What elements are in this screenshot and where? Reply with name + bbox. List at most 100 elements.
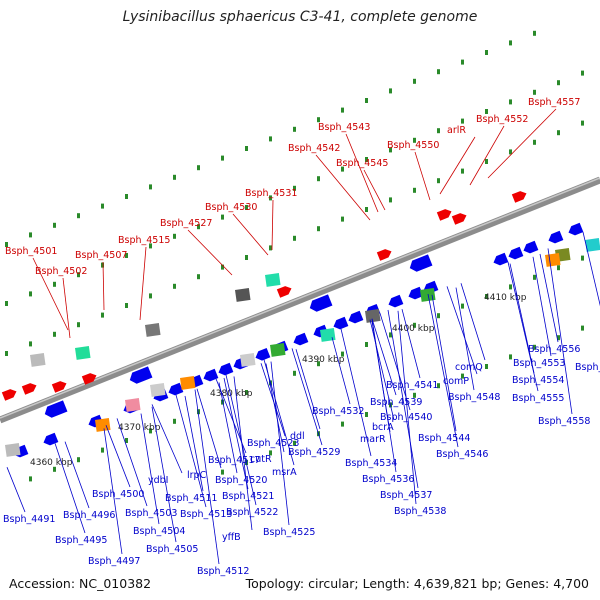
reverse-gene-label: Bsph_4558 [538,416,590,427]
feature-block [125,398,141,412]
reverse-gene-label: bcrA [372,422,394,433]
feature-block [240,353,256,367]
feature-block [5,443,21,457]
map-title: Lysinibacillus sphaericus C3-41, complet… [122,9,478,25]
reverse-gene-arrow [129,366,153,384]
tick-mark [101,312,104,318]
scale-label: 4400 kbp [392,324,435,334]
feature-block [94,418,111,432]
reverse-gene-label: ydbI [148,475,168,486]
tick-mark [557,80,560,86]
tick-mark [77,213,80,219]
tick-mark [29,341,32,347]
reverse-gene-label: yffB [222,532,241,543]
reverse-gene-leader [184,395,204,492]
reverse-gene-leader [196,388,222,469]
tick-mark [557,265,560,271]
forward-gene-leader [345,133,379,213]
tick-mark [53,281,56,287]
tick-mark [437,69,440,75]
tick-mark [533,89,536,95]
reverse-gene-arrow [388,294,404,308]
feature-block [545,253,561,267]
tick-mark [101,203,104,209]
tick-mark [341,166,344,172]
feature-block [420,288,436,302]
tick-mark [413,392,416,398]
tick-mark [533,274,536,280]
reverse-gene-arrow [568,222,584,236]
tick-mark [365,207,368,212]
tick-mark [221,214,224,220]
tick-mark [341,421,344,427]
forward-gene-leader [102,261,105,311]
forward-gene-leader [271,199,274,251]
tick-mark [125,253,128,258]
reverse-gene-label: Bsph_4538 [394,506,446,517]
reverse-gene-label: Bsph_4541 [386,380,438,391]
tick-mark [293,370,296,376]
tick-mark [245,390,248,395]
tick-mark [341,107,344,113]
forward-gene-arrow [51,381,67,393]
tick-mark [437,128,440,134]
tick-mark [509,40,512,46]
tick-mark [125,303,128,308]
reverse-gene-leader [331,337,351,405]
reverse-gene-leader [397,310,417,505]
reverse-gene-leader [103,428,123,555]
forward-gene-label: Bsph_4545 [336,158,388,169]
reverse-gene-leader [263,359,295,466]
forward-gene-leader [62,277,71,339]
forward-gene-arrow [1,389,17,401]
reverse-gene-label: Bsph_4536 [362,474,414,485]
reverse-gene-leader [260,363,286,437]
forward-gene-arrow [376,249,392,261]
reverse-gene-label: comQ [455,362,483,373]
reverse-gene-label: Bsph_4539 [370,397,422,408]
reverse-gene-leader [295,349,321,430]
reverse-gene-leader [291,348,323,446]
reverse-gene-label: Bsph_4554 [512,375,564,386]
tick-mark [365,412,368,417]
reverse-gene-label: comP [443,376,469,387]
tick-mark [149,428,152,434]
tick-mark [293,126,296,132]
reverse-gene-arrow [293,332,309,346]
reverse-gene-leader [233,376,253,531]
forward-gene-leader [414,151,431,201]
forward-gene-leader [187,229,233,276]
reverse-gene-label: Bsph_4540 [380,412,432,423]
reverse-gene-leader [532,256,552,357]
tick-mark [53,466,56,472]
tick-mark [437,178,440,184]
tick-mark [365,342,368,347]
tick-mark [269,195,272,201]
tick-mark [365,98,368,103]
tick-mark [533,30,536,36]
reverse-gene-arrow [333,316,349,330]
reverse-gene-label: lrpC [187,470,207,481]
tick-mark [173,174,176,180]
forward-gene-label: Bsph_4527 [160,218,212,229]
reverse-gene-label: Bsph_4546 [436,449,488,460]
tick-mark [245,205,248,210]
feature-block [235,288,251,302]
reverse-gene-arrow [548,230,564,244]
tick-mark [341,351,344,357]
reverse-gene-label: Bsph_4497 [88,556,140,567]
tick-mark [581,325,584,331]
tick-mark [5,301,8,306]
tick-mark [221,264,224,270]
reverse-gene-leader [105,425,131,488]
reverse-gene-leader [270,361,290,526]
forward-gene-leader [232,213,269,256]
tick-mark [5,351,8,356]
tick-mark [365,157,368,162]
tick-mark [485,50,488,55]
tick-mark [101,262,104,268]
feature-block [265,273,281,287]
reverse-gene-label: Bsph_4537 [380,490,432,501]
reverse-gene-leader [54,443,86,534]
reverse-gene-label: Bsph_4553 [513,358,565,369]
